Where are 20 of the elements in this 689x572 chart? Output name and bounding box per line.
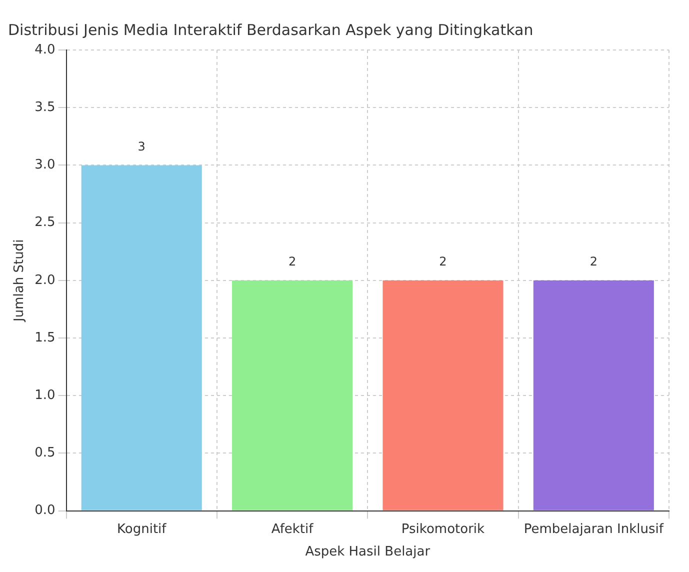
chart-title: Distribusi Jenis Media Interaktif Berdasarkan Aspek yang Ditingkatkan <box>8 20 534 39</box>
y-tick-label: 3.5 <box>34 100 56 115</box>
y-tick-label: 3.0 <box>34 158 56 173</box>
y-tick-label: 1.5 <box>34 330 56 346</box>
y-tick-label: 0.5 <box>34 446 56 461</box>
x-tick-label: Pembelajaran Inklusif <box>524 522 664 537</box>
x-axis-title: Aspek Hasil Belajar <box>305 544 431 560</box>
x-tick-label: Psikomotorik <box>401 522 486 537</box>
y-tick-label: 4.0 <box>34 42 56 58</box>
data-label: 3 <box>138 139 146 154</box>
y-tick-label: 2.0 <box>34 272 56 288</box>
data-label: 2 <box>288 254 296 269</box>
y-tick-label: 0.0 <box>34 503 56 518</box>
data-label: 2 <box>439 254 447 269</box>
data-label: 2 <box>590 254 598 269</box>
x-tick-label: Kognitif <box>117 522 167 537</box>
x-tick-label: Afektif <box>271 522 314 537</box>
y-axis-title: Jumlah Studi <box>12 239 28 322</box>
y-tick-label: 1.0 <box>34 388 56 403</box>
y-tick-label: 2.5 <box>34 215 56 230</box>
